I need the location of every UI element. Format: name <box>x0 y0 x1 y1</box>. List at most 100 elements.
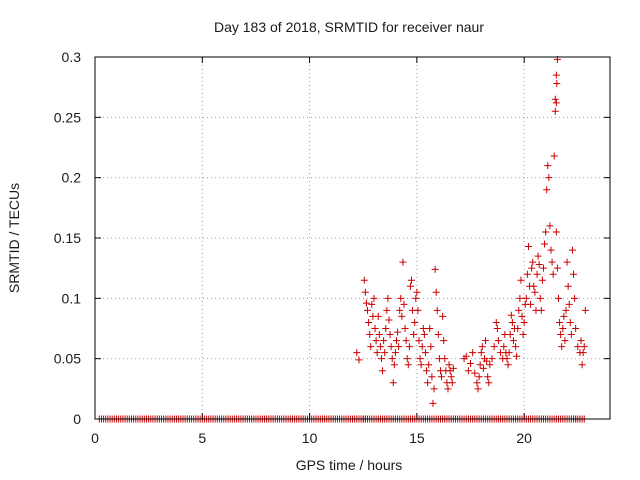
data-point <box>380 337 388 345</box>
y-axis-ticks: 0 0.05 0.1 0.15 0.2 0.25 0.3 <box>54 49 610 427</box>
data-point <box>477 349 485 357</box>
data-point <box>408 276 416 284</box>
data-point <box>424 379 432 387</box>
data-point <box>524 242 532 250</box>
data-point <box>427 343 435 351</box>
data-point <box>382 325 390 332</box>
data-point <box>528 264 536 272</box>
data-point <box>515 306 523 314</box>
data-point <box>404 361 412 369</box>
data-point <box>580 343 588 351</box>
data-point <box>384 294 392 302</box>
data-point <box>513 352 521 360</box>
data-point <box>412 294 420 302</box>
data-point <box>366 331 374 339</box>
data-point <box>539 264 547 272</box>
data-point <box>514 325 522 332</box>
data-point <box>425 361 433 369</box>
data-point <box>420 331 428 339</box>
data-point <box>462 352 470 360</box>
data-point <box>441 355 449 363</box>
data-point <box>562 306 570 314</box>
y-tick-label: 0.3 <box>62 49 82 65</box>
data-point <box>372 337 380 345</box>
data-point <box>375 331 383 339</box>
data-point <box>381 349 389 357</box>
data-point <box>530 282 538 290</box>
data-point <box>402 337 410 345</box>
data-point <box>464 367 472 375</box>
data-point <box>433 306 441 314</box>
data-point <box>374 312 382 320</box>
data-point <box>376 343 384 351</box>
data-point <box>373 349 381 357</box>
data-points <box>95 55 589 423</box>
data-point <box>478 343 486 351</box>
data-point <box>551 107 559 115</box>
data-point <box>395 343 403 351</box>
data-point <box>581 306 589 314</box>
data-point <box>419 325 427 332</box>
data-point <box>492 318 500 326</box>
data-point <box>475 373 483 381</box>
data-point <box>494 337 502 345</box>
data-point <box>522 294 530 302</box>
data-point <box>355 356 363 364</box>
data-point <box>367 343 375 351</box>
x-tick-label: 15 <box>409 430 425 446</box>
data-point <box>416 355 424 363</box>
data-point <box>490 343 498 351</box>
data-point <box>388 355 396 363</box>
data-point <box>508 318 516 326</box>
plot-frame <box>94 56 611 420</box>
data-point <box>505 349 513 357</box>
data-point <box>444 385 452 393</box>
data-point <box>556 318 564 326</box>
data-point <box>360 276 368 284</box>
data-point <box>518 312 526 320</box>
data-point <box>389 379 397 387</box>
data-point <box>396 306 404 314</box>
data-point <box>555 294 562 302</box>
data-point <box>579 349 587 357</box>
data-point <box>545 174 553 182</box>
data-point <box>557 331 565 339</box>
data-point <box>559 325 567 332</box>
data-point <box>535 261 543 269</box>
data-point <box>365 318 373 326</box>
data-point <box>534 252 542 260</box>
data-point <box>538 276 546 284</box>
data-point <box>531 288 539 296</box>
data-point <box>552 99 560 107</box>
data-point <box>434 331 442 339</box>
data-point <box>449 364 457 372</box>
data-point <box>476 361 484 369</box>
data-point <box>574 343 582 351</box>
data-point <box>432 288 440 296</box>
data-point <box>552 228 560 236</box>
x-axis-ticks: 0 5 10 15 20 <box>91 57 532 446</box>
data-point <box>423 367 431 375</box>
data-point <box>379 367 387 375</box>
data-point <box>371 325 379 332</box>
data-point <box>519 331 527 339</box>
data-point <box>364 306 372 314</box>
data-point <box>387 343 395 351</box>
y-tick-label: 0.25 <box>54 109 81 125</box>
data-point <box>509 337 517 345</box>
data-point <box>448 379 456 387</box>
data-point <box>507 311 515 319</box>
y-tick-label: 0 <box>73 411 81 427</box>
data-point <box>398 312 406 320</box>
y-tick-label: 0.05 <box>54 351 81 367</box>
data-point <box>377 355 385 363</box>
data-point <box>385 316 393 324</box>
data-point <box>411 318 419 326</box>
data-point <box>577 337 585 345</box>
data-point <box>406 282 414 290</box>
data-point <box>370 294 378 302</box>
data-point <box>474 385 482 393</box>
data-point <box>568 246 576 254</box>
data-point <box>482 337 490 345</box>
data-point <box>506 331 514 339</box>
